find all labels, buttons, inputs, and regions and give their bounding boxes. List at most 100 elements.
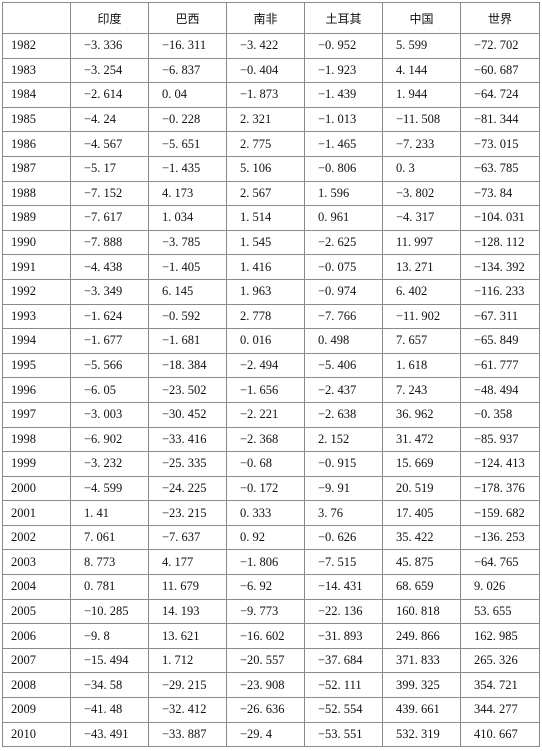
value-cell: −29. 215 bbox=[148, 672, 227, 699]
table-row: 2001 1. 41 −23. 215 0. 333 3. 76 17. 405 −159.… bbox=[2, 500, 540, 526]
value-cell: −6. 92 bbox=[226, 574, 305, 600]
table-row: 1986 −4. 567 −5. 651 2. 775 −1. 465 −7. 233 −7… bbox=[2, 131, 540, 157]
value-cell: −6. 902 bbox=[70, 426, 149, 453]
value-cell: −33. 416 bbox=[148, 426, 227, 453]
value-cell: −1. 873 bbox=[226, 82, 305, 108]
table-row: 1992 −3. 349 6. 145 1. 963 −0. 974 6. 402 −116… bbox=[2, 278, 540, 305]
value-cell: −67. 311 bbox=[460, 303, 540, 330]
column-header: 印度 bbox=[70, 2, 149, 34]
value-cell: −15. 494 bbox=[70, 647, 149, 674]
value-cell: 1. 514 bbox=[226, 205, 305, 231]
value-cell: −24. 225 bbox=[148, 475, 227, 502]
value-cell: −52. 554 bbox=[304, 697, 383, 723]
year-cell: 1996 bbox=[2, 377, 71, 403]
column-header: 土耳其 bbox=[304, 2, 383, 34]
value-cell: 344. 277 bbox=[460, 697, 540, 723]
value-cell: −5. 17 bbox=[70, 155, 149, 182]
value-cell: −3. 003 bbox=[70, 401, 149, 428]
value-cell: 13. 271 bbox=[382, 254, 461, 280]
year-cell: 1984 bbox=[2, 82, 71, 108]
value-cell: 7. 061 bbox=[70, 524, 149, 551]
value-cell: −0. 228 bbox=[148, 106, 227, 133]
table-row: 1998 −6. 902 −33. 416 −2. 368 2. 152 31. 472−… bbox=[2, 426, 540, 453]
value-cell: −159. 682 bbox=[460, 500, 540, 526]
value-cell: 162. 985 bbox=[460, 623, 540, 649]
value-cell: 1. 034 bbox=[148, 205, 227, 231]
value-cell: −178. 376 bbox=[460, 475, 540, 502]
value-cell: −0. 915 bbox=[304, 451, 383, 477]
year-cell: 1997 bbox=[2, 401, 71, 428]
year-cell: 1993 bbox=[2, 303, 71, 330]
value-cell: −1. 923 bbox=[304, 57, 383, 84]
value-cell: 0. 016 bbox=[226, 328, 305, 354]
value-cell: 7. 657 bbox=[382, 328, 461, 354]
value-cell: −7. 637 bbox=[148, 524, 227, 551]
value-cell: −0. 806 bbox=[304, 155, 383, 182]
value-cell: −0. 952 bbox=[304, 33, 383, 59]
value-cell: −64. 724 bbox=[460, 82, 540, 108]
value-cell: 53. 655 bbox=[460, 598, 540, 625]
year-cell: 2004 bbox=[2, 574, 71, 600]
value-cell: −0. 172 bbox=[226, 475, 305, 502]
table-row: 2003 8. 773 4. 177 −1. 806 −7. 515 45. 875 −64… bbox=[2, 549, 540, 576]
value-cell: 68. 659 bbox=[382, 574, 461, 600]
value-cell: −18. 384 bbox=[148, 352, 227, 379]
value-cell: −3. 232 bbox=[70, 451, 149, 477]
value-cell: −23. 502 bbox=[148, 377, 227, 403]
value-cell: 1. 416 bbox=[226, 254, 305, 280]
value-cell: −37. 684 bbox=[304, 647, 383, 674]
value-cell: 11. 679 bbox=[148, 574, 227, 600]
value-cell: −2. 437 bbox=[304, 377, 383, 403]
value-cell: −30. 452 bbox=[148, 401, 227, 428]
year-cell: 2009 bbox=[2, 697, 71, 723]
value-cell: −1. 677 bbox=[70, 328, 149, 354]
table-body: 1982 −3. 336 −16. 311 −3. 422 −0. 952 5. 599−… bbox=[2, 33, 540, 748]
table-row: 1987 −5. 17 −1. 435 5. 106 −0. 806 0. 3 −63. 7… bbox=[2, 155, 540, 182]
table-row: 1997 −3. 003 −30. 452 −2. 221 −2. 638 36. 962… bbox=[2, 401, 540, 428]
value-cell: 7. 243 bbox=[382, 377, 461, 403]
value-cell: −5. 566 bbox=[70, 352, 149, 379]
value-cell: −11. 902 bbox=[382, 303, 461, 330]
value-cell: 249. 866 bbox=[382, 623, 461, 649]
value-cell: 371. 833 bbox=[382, 647, 461, 674]
value-cell: 5. 106 bbox=[226, 155, 305, 182]
value-cell: −1. 465 bbox=[304, 131, 383, 157]
value-cell: −34. 58 bbox=[70, 672, 149, 699]
table-row: 1999 −3. 232 −25. 335 −0. 68 −0. 915 15. 669−… bbox=[2, 451, 540, 477]
table-row: 2005 −10. 285 14. 193 −9. 773 −22. 136 160. 8… bbox=[2, 598, 540, 625]
value-cell: −4. 317 bbox=[382, 205, 461, 231]
year-cell: 2010 bbox=[2, 721, 71, 748]
value-cell: −48. 494 bbox=[460, 377, 540, 403]
value-cell: 410. 667 bbox=[460, 721, 540, 748]
value-cell: 4. 144 bbox=[382, 57, 461, 84]
value-cell: 1. 963 bbox=[226, 278, 305, 305]
value-cell: −1. 405 bbox=[148, 254, 227, 280]
value-cell: −0. 358 bbox=[460, 401, 540, 428]
value-cell: 265. 326 bbox=[460, 647, 540, 674]
value-cell: 8. 773 bbox=[70, 549, 149, 576]
table-row: 1991 −4. 438 −1. 405 1. 416 −0. 075 13. 271 −1… bbox=[2, 254, 540, 280]
value-cell: −3. 349 bbox=[70, 278, 149, 305]
value-cell: 1. 712 bbox=[148, 647, 227, 674]
value-cell: −3. 802 bbox=[382, 180, 461, 207]
value-cell: −23. 908 bbox=[226, 672, 305, 699]
table-row: 1982 −3. 336 −16. 311 −3. 422 −0. 952 5. 599−… bbox=[2, 33, 540, 59]
value-cell: −4. 438 bbox=[70, 254, 149, 280]
value-cell: −2. 625 bbox=[304, 229, 383, 256]
year-cell: 1999 bbox=[2, 451, 71, 477]
value-cell: −128. 112 bbox=[460, 229, 540, 256]
value-cell: −20. 557 bbox=[226, 647, 305, 674]
year-cell: 1990 bbox=[2, 229, 71, 256]
table-row: 2002 7. 061 −7. 637 0. 92 −0. 626 35. 422 −136… bbox=[2, 524, 540, 551]
value-cell: 2. 321 bbox=[226, 106, 305, 133]
value-cell: −61. 777 bbox=[460, 352, 540, 379]
value-cell: 0. 04 bbox=[148, 82, 227, 108]
value-cell: −22. 136 bbox=[304, 598, 383, 625]
value-cell: −29. 4 bbox=[226, 721, 305, 748]
year-cell: 1994 bbox=[2, 328, 71, 354]
value-cell: 354. 721 bbox=[460, 672, 540, 699]
value-cell: 5. 599 bbox=[382, 33, 461, 59]
column-header: 世界 bbox=[460, 2, 540, 34]
